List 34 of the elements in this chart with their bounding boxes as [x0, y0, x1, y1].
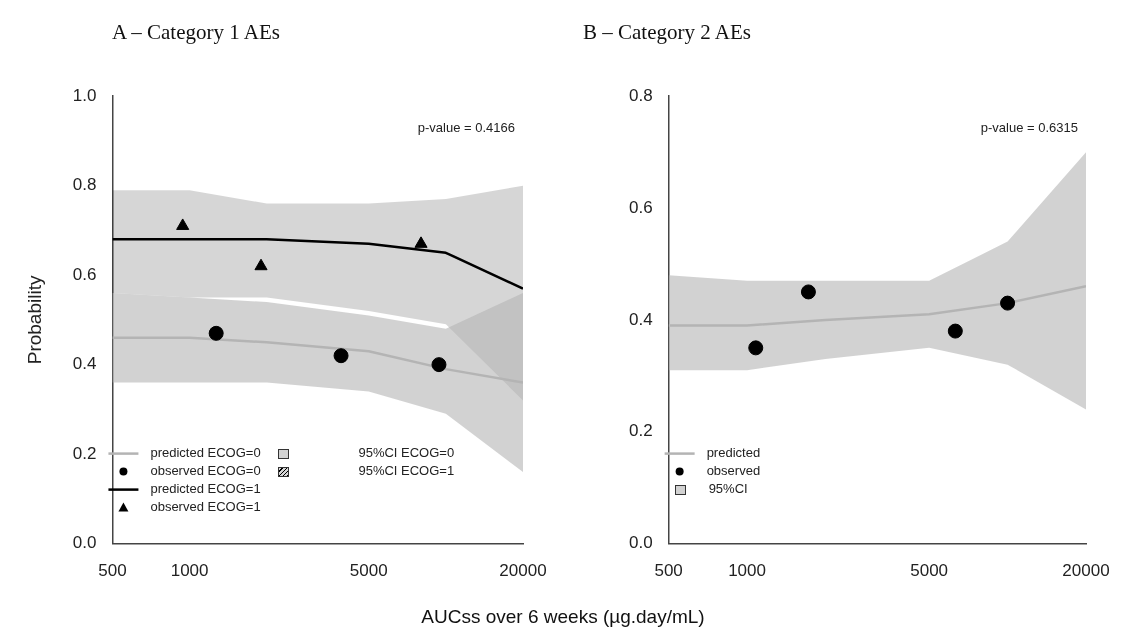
x-tick-label: 20000: [499, 561, 547, 581]
annotation: 95%CI: [708, 481, 748, 497]
y-tick-label: 0.0: [628, 533, 653, 553]
chart-title: A – Category 1 AEs: [112, 20, 280, 45]
y-tick-label: 0.0: [72, 533, 97, 553]
chart-title: B – Category 2 AEs: [583, 20, 751, 45]
annotation: 95%CI ECOG=1: [358, 463, 455, 479]
annotation: p-value = 0.4166: [417, 119, 515, 135]
x-tick-label: 1000: [170, 561, 209, 581]
y-tick-label: 0.4: [628, 309, 653, 329]
x-tick-label: 500: [654, 561, 683, 581]
legend-label: predicted: [706, 445, 761, 461]
y-tick-label: 0.4: [72, 354, 97, 374]
x-tick-label: 1000: [728, 561, 766, 581]
x-axis-title: AUCss over 6 weeks (µg.day/mL): [420, 606, 706, 628]
x-tick-label: 5000: [910, 561, 949, 581]
y-tick-label: 0.6: [72, 264, 97, 284]
y-tick-label: 0.8: [628, 85, 653, 105]
y-tick-label: 1.0: [72, 85, 97, 105]
y-tick-label: 0.8: [72, 175, 97, 195]
annotation: 95%CI ECOG=0: [358, 445, 455, 461]
legend-label: observed ECOG=0: [150, 463, 261, 479]
y-tick-label: 0.2: [628, 421, 653, 441]
x-tick-label: 500: [98, 561, 127, 581]
legend-label: observed ECOG=1: [150, 499, 261, 515]
y-tick-label: 0.2: [72, 443, 97, 463]
y-axis-title: Probability: [23, 275, 45, 365]
x-tick-label: 5000: [349, 561, 388, 581]
x-tick-label: 20000: [1062, 561, 1110, 581]
legend-label: predicted ECOG=0: [150, 445, 261, 461]
legend-label: observed: [706, 463, 761, 479]
annotation: p-value = 0.6315: [980, 119, 1078, 135]
y-tick-label: 0.6: [628, 197, 653, 217]
legend-label: predicted ECOG=1: [150, 481, 261, 497]
